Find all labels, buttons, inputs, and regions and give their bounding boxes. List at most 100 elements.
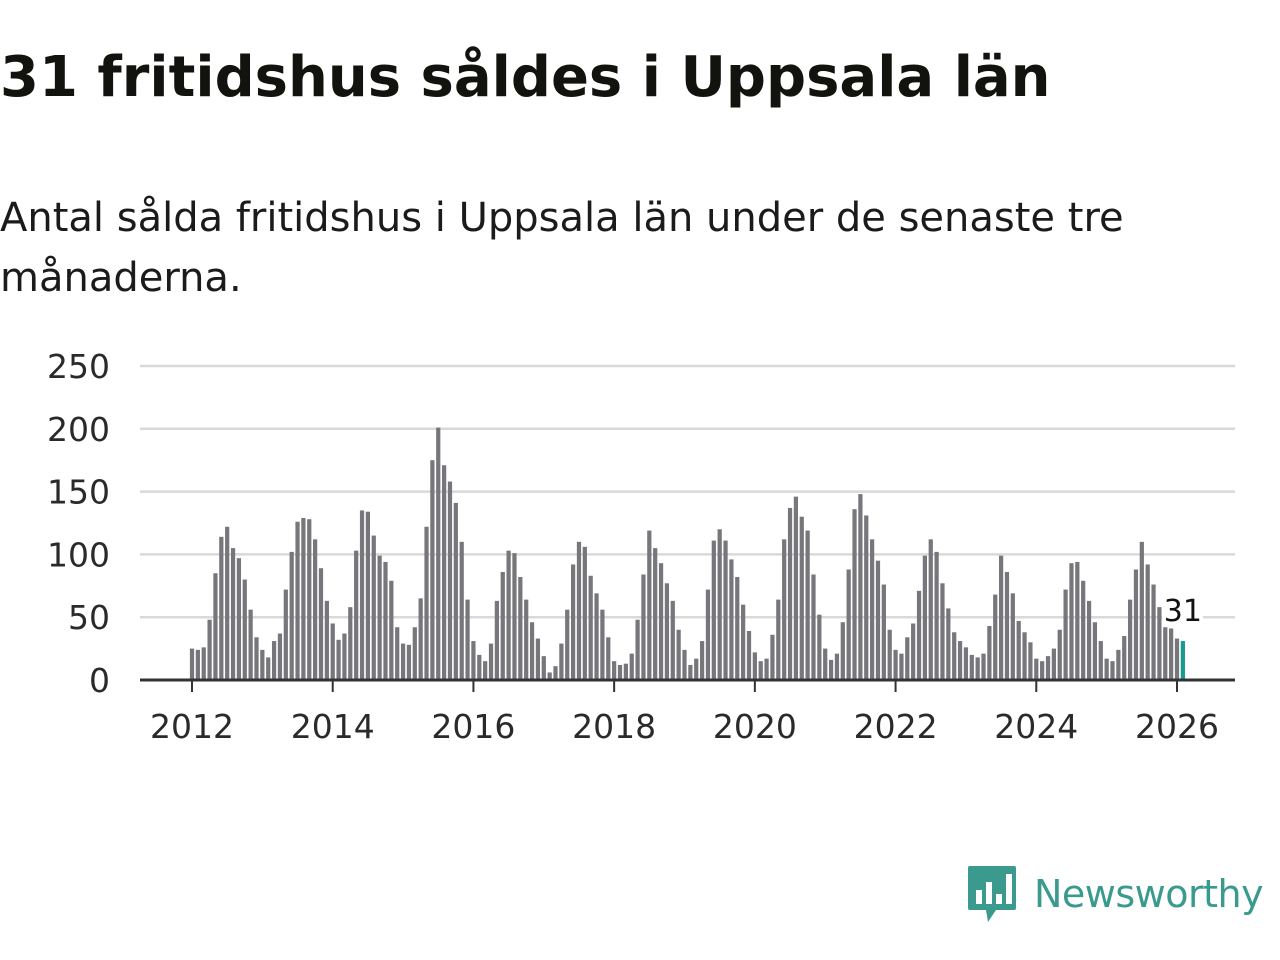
bar <box>271 641 277 680</box>
bar <box>1051 648 1056 680</box>
brand-name: Newsworthy <box>1034 872 1264 916</box>
bar <box>952 632 957 680</box>
y-tick-label-50: 50 <box>68 598 110 637</box>
bar <box>406 644 412 680</box>
bar <box>934 551 939 680</box>
bar <box>1139 541 1144 680</box>
bar <box>1157 607 1162 680</box>
bar <box>254 637 259 680</box>
bar <box>207 619 212 680</box>
bar <box>242 579 247 680</box>
bar <box>782 539 787 680</box>
x-tick-label-2016: 2016 <box>431 707 515 746</box>
bar <box>723 540 728 680</box>
bar <box>295 521 300 680</box>
bar <box>811 574 816 680</box>
bar <box>1092 622 1098 680</box>
bar <box>488 643 494 680</box>
bar <box>717 529 722 680</box>
bar <box>459 541 464 680</box>
x-axis: 2012 2014 2016 2018 2020 2022 2024 2026 <box>140 678 1235 746</box>
bar <box>787 507 793 680</box>
bar <box>313 539 318 680</box>
bar <box>348 607 353 680</box>
bar <box>1133 569 1139 680</box>
x-tick-label-2018: 2018 <box>572 707 656 746</box>
bar <box>899 653 904 680</box>
bar <box>541 656 546 680</box>
bar <box>1116 649 1121 680</box>
bar <box>770 634 775 680</box>
bar <box>864 515 869 680</box>
bar <box>1075 561 1080 680</box>
bar <box>828 659 834 680</box>
bar <box>500 571 505 680</box>
bar <box>494 600 499 680</box>
bar <box>758 661 763 680</box>
bar <box>277 633 283 680</box>
bar-chart-speech-bubble-icon <box>968 866 1016 922</box>
bar <box>336 639 341 680</box>
x-tick-label-2012: 2012 <box>150 707 234 746</box>
y-tick-label-200: 200 <box>47 410 110 449</box>
bar <box>823 648 828 680</box>
bar <box>975 657 980 680</box>
bar <box>893 649 898 680</box>
bar <box>318 568 324 680</box>
x-tick-label-2026: 2026 <box>1135 707 1219 746</box>
bar <box>694 658 699 680</box>
y-axis-labels: 0 50 100 150 200 250 <box>47 347 110 700</box>
bar <box>1004 571 1010 680</box>
bar <box>518 577 523 680</box>
bar <box>793 496 799 680</box>
bar <box>283 589 288 680</box>
bar <box>699 641 705 680</box>
y-tick-label-100: 100 <box>47 535 110 574</box>
bar <box>1069 563 1074 680</box>
bar <box>477 654 482 680</box>
bar <box>735 577 740 680</box>
y-tick-label-250: 250 <box>47 347 110 386</box>
bar <box>535 638 541 680</box>
bar <box>969 654 974 680</box>
bar <box>330 623 335 680</box>
bar <box>1086 600 1092 680</box>
bar <box>324 600 329 680</box>
bar <box>248 609 253 680</box>
bar <box>1028 642 1033 680</box>
bar <box>676 629 681 680</box>
bar <box>582 546 587 680</box>
x-tick-label-2024: 2024 <box>994 707 1078 746</box>
bar <box>1174 638 1180 680</box>
bar <box>225 526 230 680</box>
bar <box>1045 656 1051 680</box>
bar <box>682 649 687 680</box>
bar <box>570 564 576 680</box>
bar <box>418 598 423 680</box>
bar <box>752 652 757 680</box>
bar <box>436 427 441 680</box>
bar <box>963 647 969 680</box>
y-tick-label-150: 150 <box>47 473 110 512</box>
bar <box>957 641 963 680</box>
bar <box>201 647 206 680</box>
bar <box>400 643 406 680</box>
bar <box>1169 628 1174 680</box>
bar <box>905 637 910 680</box>
last-value-label: 31 <box>1164 594 1202 629</box>
bar <box>606 637 611 680</box>
bar <box>1010 593 1015 680</box>
bar <box>195 649 200 680</box>
bar <box>383 561 388 680</box>
bar <box>213 573 218 680</box>
bar <box>594 593 599 680</box>
bar <box>447 481 453 680</box>
bars <box>189 427 1185 680</box>
bar <box>453 502 458 680</box>
bar <box>617 664 623 680</box>
bar <box>911 623 916 680</box>
bar <box>658 563 664 680</box>
bar <box>442 465 447 680</box>
chart-title: 31 fritidshus såldes i Uppsala län <box>0 45 1051 110</box>
bar <box>1040 661 1045 680</box>
